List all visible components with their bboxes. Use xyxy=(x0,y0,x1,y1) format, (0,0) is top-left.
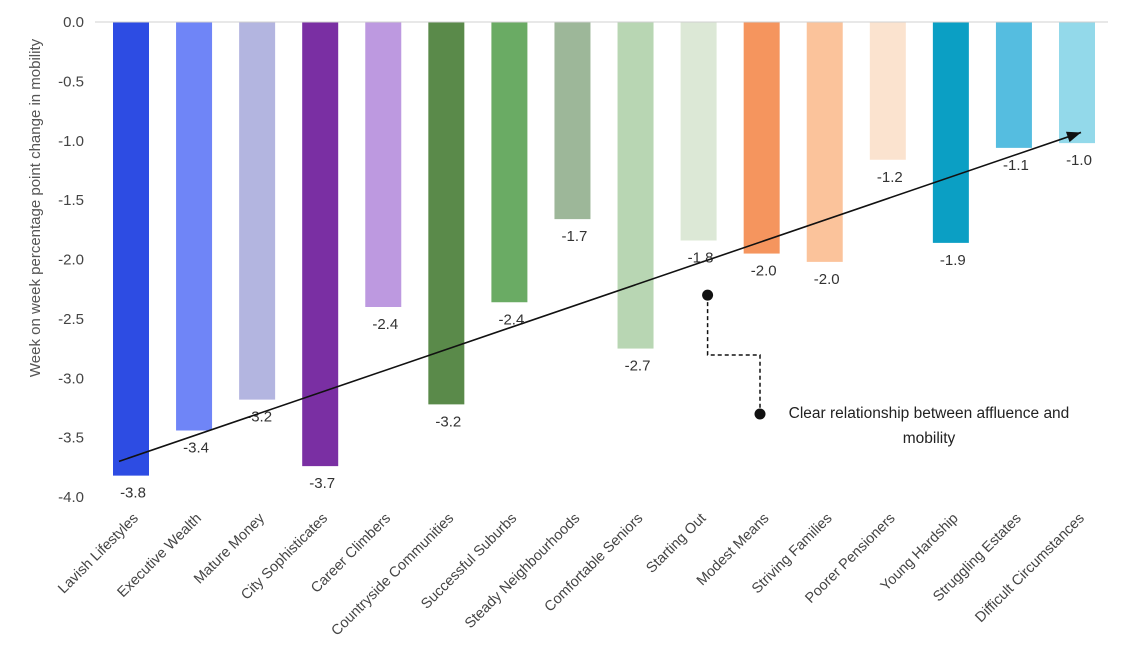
annotation-text-line: Clear relationship between affluence and xyxy=(789,405,1070,422)
category-label: Steady Neighbourhoods xyxy=(462,511,583,632)
data-label: -3.7 xyxy=(309,475,335,492)
data-label: -1.7 xyxy=(562,228,588,245)
y-tick-label: -4.0 xyxy=(58,489,84,506)
bars-group xyxy=(113,22,1095,476)
bar xyxy=(239,22,276,400)
bar xyxy=(302,22,339,467)
trend-arrow xyxy=(118,131,1082,463)
data-label: -3.8 xyxy=(120,485,146,502)
bar xyxy=(869,22,906,160)
data-label: -1.8 xyxy=(688,250,714,267)
y-tick-label: -0.5 xyxy=(58,73,84,90)
y-axis-ticks: 0.0 -0.5 -1.0 -1.5 -2.0 -2.5 -3.0 -3.5 -4.0 xyxy=(58,14,84,506)
y-tick-label: -3.0 xyxy=(58,370,84,387)
bar xyxy=(176,22,213,431)
y-axis-title: Week on week percentage point change in … xyxy=(27,38,44,377)
data-label: -3.4 xyxy=(183,440,209,457)
bar xyxy=(617,22,654,349)
data-label: -2.4 xyxy=(498,311,524,328)
bar xyxy=(491,22,528,303)
bar xyxy=(743,22,780,254)
bar xyxy=(995,22,1032,148)
data-label: -3.2 xyxy=(435,413,461,430)
data-label: -1.1 xyxy=(1003,157,1029,174)
annotation-connector xyxy=(706,295,761,414)
trend-arrowhead xyxy=(1065,131,1081,143)
annotation-text-line: mobility xyxy=(903,430,956,447)
annotation-callout: Clear relationship between affluence and… xyxy=(702,289,1070,447)
category-label: Difficult Circumstances xyxy=(972,511,1087,626)
y-tick-label: -1.0 xyxy=(58,133,84,150)
y-tick-label: 0.0 xyxy=(63,14,84,31)
bar xyxy=(113,22,149,476)
data-labels-group: -3.8 -3.4 -3.2 -3.7 -2.4 -3.2 -2.4 -1.7 -2.7 -1.8… xyxy=(120,152,1092,502)
y-tick-label: -2.0 xyxy=(58,252,84,269)
annotation-dot-end xyxy=(754,408,766,420)
y-tick-label: -1.5 xyxy=(58,192,84,209)
data-label: -3.2 xyxy=(246,409,272,426)
y-tick-label: -3.5 xyxy=(58,430,84,447)
data-label: -2.4 xyxy=(372,316,398,333)
y-tick-label: -2.5 xyxy=(58,311,84,328)
bar xyxy=(932,22,969,243)
category-label: Countryside Communities xyxy=(328,511,457,640)
bar xyxy=(365,22,402,307)
bar xyxy=(428,22,465,405)
bar xyxy=(554,22,591,220)
bar xyxy=(806,22,843,262)
data-label: -2.0 xyxy=(751,263,777,280)
data-label: -1.2 xyxy=(877,169,903,186)
data-label: -1.0 xyxy=(1066,152,1092,169)
data-label: -2.7 xyxy=(625,358,651,375)
bar xyxy=(1059,22,1095,144)
trend-line xyxy=(118,131,1082,463)
category-label: Starting Out xyxy=(643,511,709,577)
data-label: -1.9 xyxy=(940,252,966,269)
data-label: -2.0 xyxy=(814,271,840,288)
bar xyxy=(680,22,717,241)
